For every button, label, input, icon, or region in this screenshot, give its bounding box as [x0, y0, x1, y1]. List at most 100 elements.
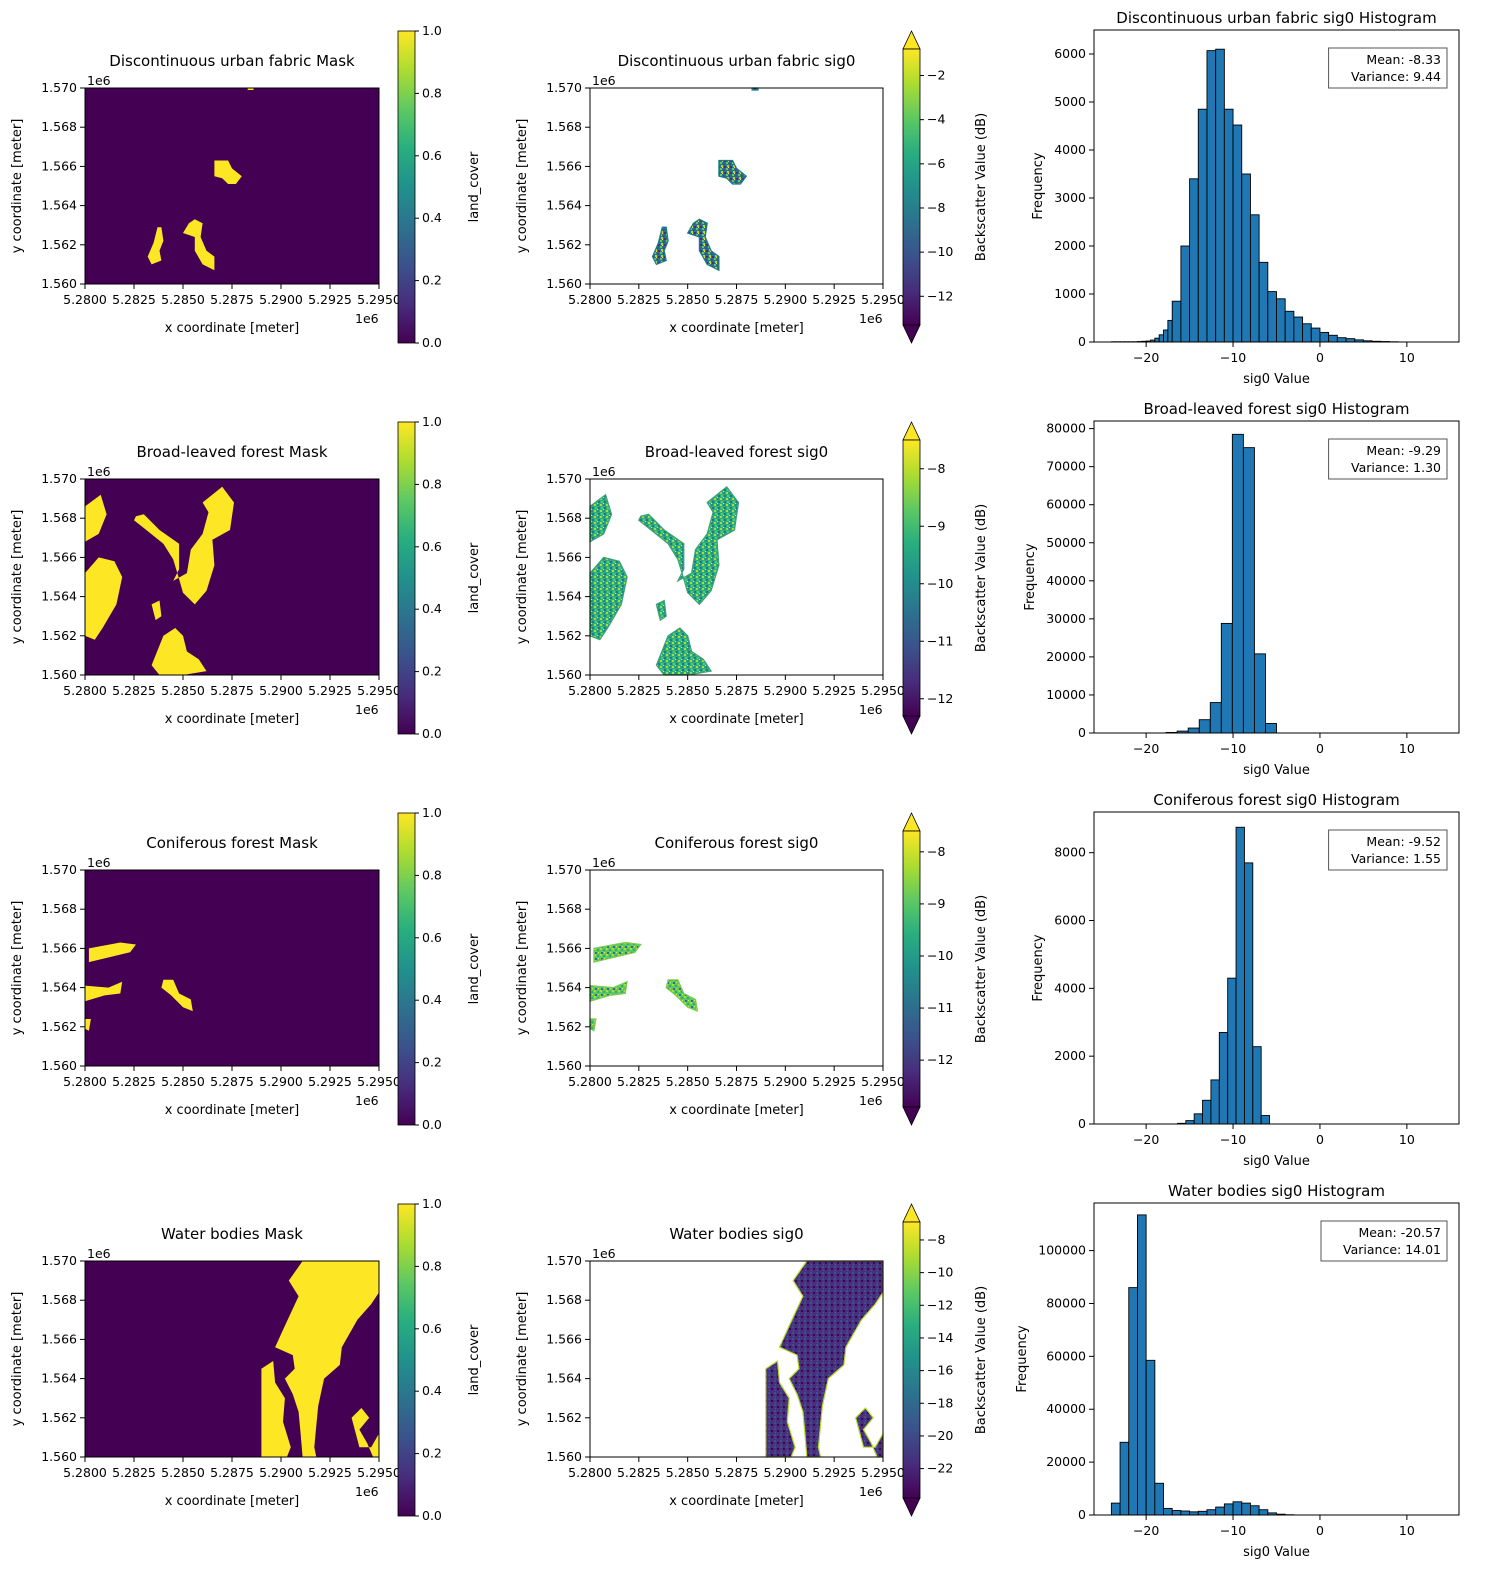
y-axis-label: Frequency: [1023, 543, 1038, 610]
colorbar-tick-label: −11: [927, 1000, 953, 1015]
colorbar-tick-label: −9: [927, 518, 945, 533]
colorbar: [397, 421, 416, 735]
x-tick-label: 5.2825: [617, 1465, 661, 1480]
x-tick-label: 5.2925: [812, 292, 856, 307]
mask-region: [351, 1408, 379, 1457]
colorbar-tick-label: 0.6: [422, 539, 442, 554]
x-tick-label: 5.2875: [210, 683, 254, 698]
y-tick-label: 1000: [1054, 286, 1086, 301]
x-tick-label: 5.2875: [715, 683, 759, 698]
y-tick-label: 1.568: [41, 510, 77, 525]
x-tick-label: 5.2950: [861, 683, 905, 698]
histogram-bar: [1284, 310, 1295, 343]
colorbar-tick-label: −2: [927, 67, 945, 82]
colorbar-tick-label: −14: [927, 1330, 953, 1345]
colorbar-label: land_cover: [467, 542, 482, 613]
colorbar-extend-min: [902, 715, 921, 735]
histogram-bar: [1128, 1287, 1138, 1516]
x-tick-label: 5.2925: [308, 1074, 352, 1089]
colorbar-tick-label: −6: [927, 156, 945, 171]
y-tick-label: 0: [1078, 334, 1086, 349]
x-offset-label: 1e6: [355, 1484, 379, 1499]
histogram-bar: [1345, 338, 1356, 343]
stats-box: [1328, 47, 1448, 89]
histogram-bar: [1232, 124, 1243, 343]
colorbar-extend-max: [902, 1203, 921, 1223]
x-tick-label: 5.2925: [812, 1074, 856, 1089]
y-tick-label: 1.570: [41, 1253, 77, 1268]
mask-background: [85, 870, 379, 1066]
histogram-bar: [1260, 1115, 1270, 1125]
x-tick-label: 5.2825: [112, 292, 156, 307]
histogram-bar: [1215, 1506, 1225, 1516]
y-tick-label: 1.560: [546, 276, 582, 291]
histogram-bar: [1193, 1113, 1204, 1125]
histogram-bar: [1293, 316, 1304, 343]
panel-title: Water bodies sig0 Histogram: [1168, 1182, 1385, 1200]
histogram-bar: [1336, 337, 1347, 343]
y-tick-label: 1.564: [41, 198, 77, 213]
colorbar: [397, 1203, 416, 1517]
x-tick-label: 5.2875: [715, 1074, 759, 1089]
y-tick-label: 1.560: [546, 1058, 582, 1073]
y-axis-label: y coordinate [meter]: [10, 1292, 25, 1427]
colorbar-tick-label: −12: [927, 691, 953, 706]
x-tick-label: 5.2950: [861, 1074, 905, 1089]
colorbar-label: Backscatter Value (dB): [974, 895, 989, 1043]
panel-title: Coniferous forest Mask: [146, 834, 318, 852]
y-axis-label: y coordinate [meter]: [515, 901, 530, 1036]
histogram-bar: [1223, 108, 1234, 343]
y-tick-label: 2000: [1054, 238, 1086, 253]
histogram-bar: [1158, 334, 1164, 343]
y-axis-label: y coordinate [meter]: [515, 119, 530, 254]
x-tick-label: 5.2925: [812, 683, 856, 698]
y-offset-label: 1e6: [87, 464, 111, 479]
y-tick-label: 1.560: [41, 1058, 77, 1073]
x-axis-label: x coordinate [meter]: [165, 321, 300, 336]
y-tick-label: 50000: [1046, 535, 1086, 550]
colorbar-tick-label: 0.8: [422, 85, 442, 100]
histogram-bar: [1209, 702, 1222, 734]
y-tick-label: 30000: [1046, 611, 1086, 626]
y-tick-label: 6000: [1054, 913, 1086, 928]
y-tick-label: 80000: [1046, 421, 1086, 436]
x-tick-label: 5.2925: [812, 1465, 856, 1480]
x-tick-label: 5.2900: [259, 292, 303, 307]
x-tick-label: 5.2850: [666, 1074, 710, 1089]
y-offset-label: 1e6: [87, 855, 111, 870]
y-tick-label: 1.566: [41, 940, 77, 955]
y-tick-label: 1.560: [41, 1449, 77, 1464]
y-tick-label: 1.564: [41, 1371, 77, 1386]
y-axis-label: Frequency: [1031, 152, 1046, 219]
histogram-bar: [1232, 1501, 1243, 1516]
colorbar-tick-label: −10: [927, 576, 953, 591]
histogram-bar: [1167, 319, 1173, 343]
x-tick-label: 5.2800: [63, 292, 107, 307]
x-tick-label: 5.2950: [357, 1465, 401, 1480]
histogram-bar: [1243, 862, 1254, 1125]
stats-variance: Variance: 1.55: [1351, 851, 1441, 866]
y-offset-label: 1e6: [592, 1246, 616, 1261]
colorbar-tick-label: 0.4: [422, 1383, 442, 1398]
y-tick-label: 10000: [1046, 687, 1086, 702]
histogram-bar: [1202, 1099, 1212, 1125]
x-tick-label: 5.2825: [112, 683, 156, 698]
x-tick-label: 5.2900: [259, 1074, 303, 1089]
y-tick-label: 1.570: [41, 80, 77, 95]
mask-region: [147, 227, 164, 265]
histogram-bar: [1241, 173, 1251, 343]
x-tick-label: −10: [1220, 741, 1246, 756]
histogram-bar: [1154, 1482, 1164, 1516]
x-tick-label: 5.2950: [357, 683, 401, 698]
histogram-bar: [1171, 1510, 1182, 1516]
y-tick-label: 1.566: [546, 940, 582, 955]
histogram-bar: [1137, 1214, 1147, 1516]
y-tick-label: 40000: [1046, 1401, 1086, 1416]
x-tick-label: 5.2900: [763, 292, 807, 307]
y-tick-label: 1.560: [546, 667, 582, 682]
sig0-region: [651, 226, 669, 266]
y-tick-label: 60000: [1046, 1348, 1086, 1363]
x-tick-label: 10: [1399, 350, 1415, 365]
histogram-bar: [1241, 1502, 1251, 1516]
y-tick-label: 1.568: [41, 119, 77, 134]
